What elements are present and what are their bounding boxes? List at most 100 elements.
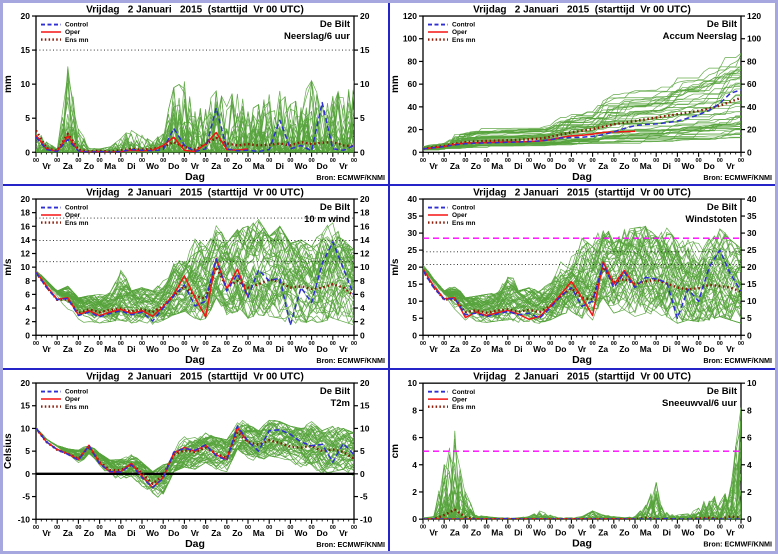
x-tick-day: Ma bbox=[640, 527, 652, 537]
x-tick-day: Vr bbox=[191, 161, 200, 171]
x-tick-day: Zo bbox=[619, 344, 629, 354]
x-tick-hour: 00 bbox=[674, 341, 680, 347]
control-line bbox=[423, 89, 741, 150]
x-tick-hour: 00 bbox=[484, 158, 490, 164]
ensemble-line bbox=[423, 407, 741, 519]
y-tick-label-left: 20 bbox=[408, 125, 418, 135]
y-tick-label-left: 10 bbox=[21, 423, 31, 433]
y-tick-label-left: 0 bbox=[25, 469, 30, 479]
ensemble-line bbox=[36, 80, 354, 153]
main-series bbox=[423, 89, 741, 151]
source-label: Bron: ECMWF/KNMI bbox=[316, 173, 385, 182]
x-tick-hour: 00 bbox=[181, 158, 187, 164]
x-tick-day: Ma bbox=[640, 161, 652, 171]
x-axis-title: Dag bbox=[572, 354, 592, 366]
x-tick-hour: 00 bbox=[611, 524, 617, 530]
ensemble-line bbox=[36, 230, 354, 310]
ensemble-line bbox=[36, 115, 354, 153]
y-tick-label-left: 5 bbox=[412, 314, 417, 324]
ensemble-members bbox=[36, 66, 354, 153]
x-tick-hour: 00 bbox=[420, 524, 426, 530]
x-tick-hour: 00 bbox=[547, 158, 553, 164]
x-tick-hour: 00 bbox=[738, 524, 744, 530]
x-tick-hour: 00 bbox=[118, 524, 124, 530]
y-tick-label-right: 8 bbox=[360, 276, 365, 286]
y-axis: 0 0 5 5 10 10 15 15 20 20 25 25 30 30 35 35 40 40 bbox=[408, 194, 757, 340]
ensemble-line bbox=[423, 428, 741, 519]
variable-label: Accum Neerslag bbox=[663, 31, 738, 42]
y-axis-title: mm bbox=[390, 75, 401, 93]
y-tick-label-left: 20 bbox=[408, 262, 418, 272]
y-tick-label-right: -5 bbox=[360, 491, 368, 501]
y-tick-label-right: 5 bbox=[747, 314, 752, 324]
station-label: De Bilt bbox=[320, 386, 351, 397]
y-tick-label-right: 16 bbox=[360, 222, 370, 232]
x-tick-hour: 00 bbox=[441, 524, 447, 530]
y-tick-label-left: 20 bbox=[21, 378, 31, 388]
panel-accum-neerslag: Vrijdag 2 Januari 2015 (starttijd Vr 00 … bbox=[390, 3, 775, 185]
x-tick-day: Vr bbox=[191, 527, 200, 537]
x-tick-day: Ma bbox=[104, 344, 116, 354]
x-tick-hour: 00 bbox=[245, 341, 251, 347]
ensemble-line bbox=[423, 230, 741, 323]
y-tick-label-left: 5 bbox=[25, 113, 30, 123]
y-axis-title: mm bbox=[3, 75, 14, 93]
x-tick-day: Wo bbox=[681, 527, 694, 537]
ensemble-line bbox=[423, 407, 741, 519]
x-tick-hour: 00 bbox=[203, 158, 209, 164]
x-tick-hour: 00 bbox=[224, 524, 230, 530]
ensemble-line bbox=[423, 430, 741, 519]
ensemble-line bbox=[36, 123, 354, 153]
legend-label-control: Control bbox=[452, 205, 475, 212]
station-label: De Bilt bbox=[320, 202, 351, 213]
legend-label-control: Control bbox=[65, 205, 88, 212]
x-tick-hour: 00 bbox=[526, 158, 532, 164]
x-tick-day: Wo bbox=[294, 161, 307, 171]
x-tick-hour: 00 bbox=[568, 158, 574, 164]
x-tick-day: Do bbox=[704, 344, 715, 354]
x-tick-hour: 00 bbox=[547, 524, 553, 530]
source-label: Bron: ECMWF/KNMI bbox=[703, 173, 772, 182]
x-tick-hour: 00 bbox=[547, 341, 553, 347]
ensemble-line bbox=[423, 57, 741, 148]
x-tick-day: Ma bbox=[253, 527, 265, 537]
y-axis-title: m/s bbox=[390, 258, 401, 276]
x-tick-day: Vr bbox=[42, 527, 51, 537]
x-tick-hour: 00 bbox=[118, 158, 124, 164]
y-tick-label-left: 35 bbox=[408, 211, 418, 221]
ensemble-line bbox=[423, 228, 741, 311]
x-tick-hour: 00 bbox=[611, 341, 617, 347]
x-tick-day: Wo bbox=[533, 161, 546, 171]
y-tick-label-right: 5 bbox=[360, 113, 365, 123]
x-tick-day: Do bbox=[168, 344, 179, 354]
x-tick-hour: 00 bbox=[462, 158, 468, 164]
x-tick-day: Zo bbox=[471, 527, 481, 537]
x-tick-day: Di bbox=[663, 161, 671, 171]
ensemble-line bbox=[36, 419, 354, 479]
x-tick-hour: 00 bbox=[738, 341, 744, 347]
panel-title: Vrijdag 2 Januari 2015 (starttijd Vr 00 … bbox=[86, 371, 304, 382]
x-tick-day: Za bbox=[211, 527, 221, 537]
ensemble-line bbox=[423, 268, 741, 318]
y-tick-label-left: 120 bbox=[403, 11, 417, 21]
y-tick-label-left: 60 bbox=[408, 79, 418, 89]
ensemble-line bbox=[423, 226, 741, 307]
y-tick-label-left: 20 bbox=[21, 11, 31, 21]
x-tick-hour: 00 bbox=[653, 341, 659, 347]
ensemble-line bbox=[423, 72, 741, 148]
y-tick-label-left: 0 bbox=[25, 331, 30, 341]
variable-label: Neerslag/6 uur bbox=[284, 31, 350, 42]
x-tick-day: Za bbox=[63, 161, 73, 171]
chart-neerslag-6uur: Vrijdag 2 Januari 2015 (starttijd Vr 00 … bbox=[3, 5, 385, 183]
ensemble-line bbox=[423, 111, 741, 149]
y-tick-label-right: 2 bbox=[360, 317, 365, 327]
x-tick-day: Zo bbox=[84, 527, 94, 537]
ensemble-line bbox=[36, 110, 354, 153]
y-tick-label-right: 14 bbox=[360, 235, 370, 245]
x-tick-hour: 00 bbox=[181, 341, 187, 347]
x-axis-title: Dag bbox=[572, 537, 592, 549]
ensemble-line bbox=[423, 441, 741, 519]
